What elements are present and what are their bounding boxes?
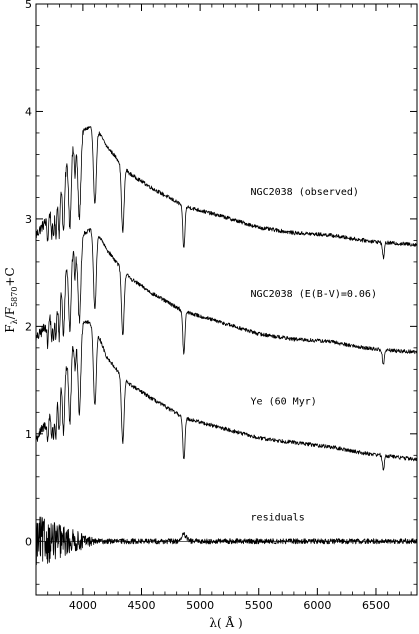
series-line <box>35 516 418 566</box>
y-axis-title-sub1: λ <box>10 319 19 324</box>
y-tick-label: 4 <box>25 105 32 118</box>
x-tick-label: 4000 <box>69 599 97 612</box>
y-tick-label: 3 <box>25 213 32 226</box>
x-tick-label: 5500 <box>245 599 273 612</box>
series-label: Ye (60 Myr) <box>251 397 317 408</box>
series-labels: NGC2038 (observed) NGC2038 (E(B-V)=0.06) Y… <box>251 187 377 524</box>
axis-ticks: 4000 4500 5000 5500 6000 6500 0 1 2 3 4 5 <box>25 0 417 612</box>
series-group <box>35 126 418 566</box>
series-label: residuals <box>251 513 305 524</box>
y-axis-title-slash: /F <box>3 307 17 319</box>
y-axis-title-suffix: +C <box>3 267 17 286</box>
series-label: NGC2038 (E(B-V)=0.06) <box>251 289 377 300</box>
x-tick-label: 4500 <box>128 599 156 612</box>
series-line <box>35 228 418 365</box>
series-line <box>35 126 418 260</box>
x-tick-label: 6500 <box>362 599 390 612</box>
y-axis-title: Fλ/F5870+C <box>3 267 19 332</box>
y-tick-label: 5 <box>25 0 32 11</box>
y-tick-label: 1 <box>25 428 32 441</box>
y-tick-label: 0 <box>25 535 32 548</box>
series-line <box>35 320 418 471</box>
x-tick-label: 6000 <box>303 599 331 612</box>
plot-frame <box>35 3 418 596</box>
y-tick-label: 2 <box>25 320 32 333</box>
y-axis-title-main: F <box>3 324 17 332</box>
y-axis-title-sub2: 5870 <box>10 287 19 307</box>
x-tick-label: 5000 <box>186 599 214 612</box>
x-axis-title: λ( Å ) <box>209 615 242 630</box>
series-label: NGC2038 (observed) <box>251 187 359 198</box>
